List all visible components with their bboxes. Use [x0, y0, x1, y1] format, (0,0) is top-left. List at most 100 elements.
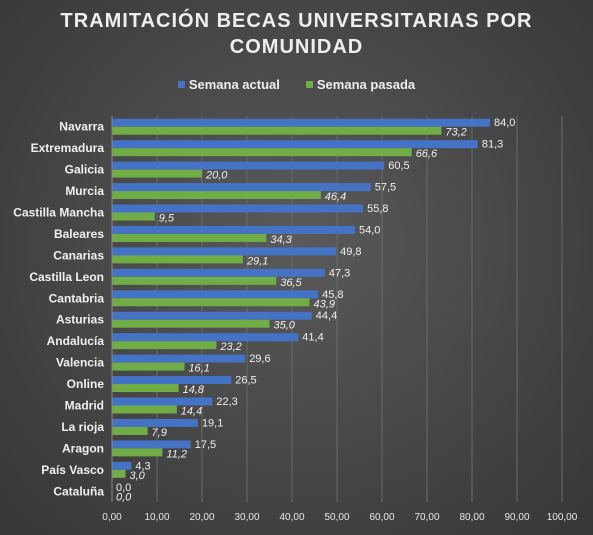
legend: Semana actual Semana pasada — [0, 77, 593, 92]
bar-last-week — [112, 126, 442, 135]
data-label-last-week: 14,4 — [181, 406, 202, 418]
chart-title-line-2: COMUNIDAD — [229, 36, 364, 58]
legend-swatch-last-week — [305, 81, 313, 88]
category-label: Castilla Leon — [29, 270, 104, 284]
x-tick-label: 70,00 — [414, 512, 439, 523]
bar-last-week — [112, 469, 126, 478]
category-label: Madrid — [65, 399, 104, 413]
category-label: Extremadura — [31, 141, 105, 155]
data-label-current-week: 26,5 — [235, 375, 256, 387]
data-label-current-week: 44,4 — [316, 310, 337, 322]
bar-current-week — [112, 118, 490, 127]
data-label-current-week: 19,1 — [202, 417, 223, 429]
chart-title-line-1: TRAMITACIÓN BECAS UNIVERSITARIAS POR — [60, 10, 533, 32]
bar-current-week — [112, 461, 132, 470]
category-label: Online — [67, 377, 105, 391]
data-label-last-week: 16,1 — [188, 363, 209, 375]
data-label-last-week: 29,1 — [246, 255, 268, 267]
bar-current-week — [112, 354, 246, 363]
data-label-current-week: 17,5 — [195, 439, 216, 451]
bar-current-week — [112, 247, 337, 256]
x-tick-label: 80,00 — [459, 512, 484, 523]
x-tick-label: 40,00 — [279, 512, 304, 523]
data-label-last-week: 3,0 — [130, 470, 146, 482]
data-label-current-week: 29,6 — [249, 353, 270, 365]
category-label: Navarra — [59, 120, 104, 134]
data-label-last-week: 23,2 — [219, 341, 241, 353]
category-label: La rioja — [61, 420, 104, 434]
bar-current-week — [112, 311, 312, 320]
bar-current-week — [112, 204, 364, 213]
category-label: Galicia — [65, 163, 105, 177]
category-label: País Vasco — [41, 463, 104, 477]
legend-swatch-current-week — [177, 81, 185, 88]
data-label-current-week: 4,3 — [135, 460, 150, 472]
bar-current-week — [112, 268, 325, 277]
bar-current-week — [112, 225, 355, 234]
data-label-current-week: 45,8 — [322, 289, 343, 301]
bar-last-week — [112, 255, 243, 264]
category-label: Valencia — [56, 356, 104, 370]
legend-item-current-week: Semana actual — [177, 77, 280, 92]
data-label-last-week: 35,0 — [274, 320, 296, 332]
data-label-current-week: 57,5 — [375, 182, 396, 194]
data-label-current-week: 22,3 — [216, 396, 237, 408]
category-label: Baleares — [54, 227, 104, 241]
bar-last-week — [112, 448, 163, 457]
bar-last-week — [112, 191, 321, 200]
x-tick-label: 30,00 — [234, 512, 259, 523]
x-tick-label: 50,00 — [324, 512, 349, 523]
data-label-last-week: 73,2 — [445, 127, 466, 139]
data-label-last-week: 7,9 — [152, 427, 167, 439]
data-label-current-week: 41,4 — [302, 332, 323, 344]
bar-last-week — [112, 362, 185, 371]
data-label-current-week: 49,8 — [340, 246, 361, 258]
bar-last-week — [112, 169, 202, 178]
bar-current-week — [112, 183, 371, 192]
bar-current-week — [112, 397, 213, 406]
x-tick-label: 20,00 — [189, 512, 214, 523]
bar-last-week — [112, 233, 267, 242]
data-label-last-week: 46,4 — [325, 191, 346, 203]
category-label: Andalucía — [47, 334, 105, 348]
data-label-current-week: 81,3 — [482, 139, 503, 151]
data-label-last-week: 20,0 — [205, 170, 228, 182]
x-tick-label: 90,00 — [504, 512, 529, 523]
bar-current-week — [112, 333, 299, 342]
legend-item-last-week: Semana pasada — [305, 77, 416, 92]
data-label-current-week: 84,0 — [494, 117, 515, 129]
bar-last-week — [112, 276, 277, 285]
legend-label-last-week: Semana pasada — [316, 77, 416, 92]
bar-last-week — [112, 405, 177, 414]
bar-last-week — [112, 298, 310, 307]
data-label-last-week: 14,8 — [183, 384, 205, 396]
data-label-current-week: 60,5 — [388, 160, 409, 172]
category-label: Castilla Mancha — [13, 206, 104, 220]
data-label-last-week: 11,2 — [166, 448, 187, 460]
category-label: Aragon — [62, 441, 104, 455]
category-label: Cantabria — [49, 291, 105, 305]
data-label-current-week: 0,0 — [116, 482, 131, 494]
data-label-last-week: 66,6 — [416, 148, 438, 160]
data-label-last-week: 43,9 — [314, 298, 335, 310]
bar-last-week — [112, 341, 217, 350]
legend-label-current-week: Semana actual — [188, 77, 280, 92]
bar-last-week — [112, 148, 412, 157]
bar-current-week — [112, 376, 232, 385]
data-label-current-week: 55,8 — [367, 203, 388, 215]
data-label-last-week: 0,0 — [116, 491, 132, 503]
x-tick-label: 10,00 — [144, 512, 169, 523]
data-label-current-week: 54,0 — [359, 224, 380, 236]
category-label: Murcia — [65, 184, 104, 198]
category-label: Asturias — [56, 313, 104, 327]
bar-current-week — [112, 290, 319, 299]
bar-last-week — [112, 426, 148, 435]
bar-current-week — [112, 161, 385, 170]
bar-last-week — [112, 212, 155, 221]
data-label-current-week: 47,3 — [329, 267, 350, 279]
data-label-last-week: 34,3 — [270, 234, 292, 246]
category-label: Canarias — [53, 248, 104, 262]
data-label-last-week: 9,5 — [159, 213, 175, 225]
